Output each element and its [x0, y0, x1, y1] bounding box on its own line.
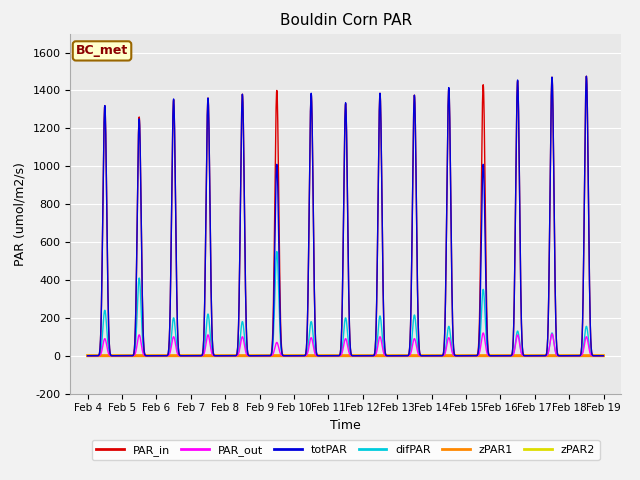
Y-axis label: PAR (umol/m2/s): PAR (umol/m2/s)	[14, 162, 27, 265]
Text: BC_met: BC_met	[76, 44, 128, 58]
X-axis label: Time: Time	[330, 419, 361, 432]
Title: Bouldin Corn PAR: Bouldin Corn PAR	[280, 13, 412, 28]
Legend: PAR_in, PAR_out, totPAR, difPAR, zPAR1, zPAR2: PAR_in, PAR_out, totPAR, difPAR, zPAR1, …	[92, 440, 600, 460]
